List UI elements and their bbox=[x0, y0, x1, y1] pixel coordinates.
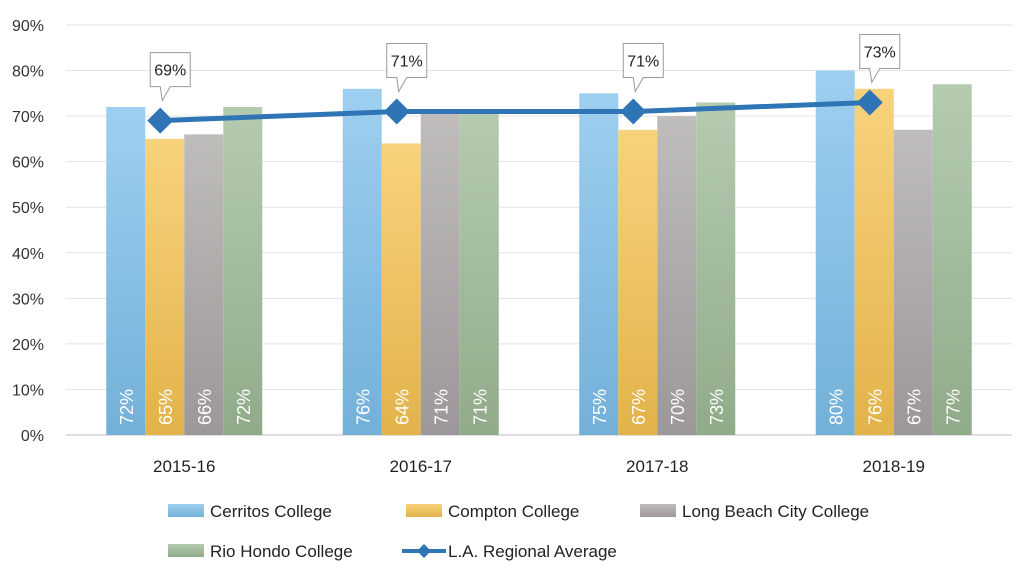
bar-compton-college-2018-19 bbox=[854, 88, 894, 436]
legend-label: Long Beach City College bbox=[682, 502, 869, 521]
x-axis-ticks: 2015-16 2016-17 2017-18 2018-19 bbox=[153, 457, 925, 476]
regional-average-callout-label: 71% bbox=[391, 54, 423, 71]
regional-average-callouts: 69% 71% 71% 73% bbox=[149, 33, 901, 103]
y-tick-label: 80% bbox=[12, 64, 44, 81]
bar-value-label: 76% bbox=[865, 389, 885, 425]
bar-value-label: 73% bbox=[707, 389, 727, 425]
bar-value-labels: 72% 65% 66% 72% 76% 64% 71% 71% 75% 67% 70% 73% 80% 7… bbox=[117, 389, 964, 425]
bar-value-label: 72% bbox=[117, 389, 137, 425]
bar-long-beach-city-college-2015-16 bbox=[184, 134, 224, 436]
bar-long-beach-city-college-2017-18 bbox=[657, 116, 697, 435]
regional-average-callout-label: 71% bbox=[627, 54, 659, 71]
bar-value-label: 75% bbox=[590, 389, 610, 425]
legend-label: Rio Hondo College bbox=[210, 542, 353, 561]
regional-average-marker bbox=[620, 98, 647, 125]
bar-compton-college-2015-16 bbox=[145, 138, 185, 435]
y-tick-label: 30% bbox=[12, 291, 44, 308]
y-tick-label: 60% bbox=[12, 155, 44, 172]
legend-label: L.A. Regional Average bbox=[448, 542, 617, 561]
x-tick-label: 2017-18 bbox=[626, 457, 688, 476]
bar-cerritos-college-2015-16 bbox=[106, 107, 146, 435]
bar-cerritos-college-2016-17 bbox=[342, 88, 382, 436]
legend-item-rio-hondo-college: Rio Hondo College bbox=[168, 542, 353, 561]
bar-value-label: 77% bbox=[943, 389, 963, 425]
y-tick-label: 40% bbox=[12, 246, 44, 263]
y-tick-label: 70% bbox=[12, 109, 44, 126]
legend: Cerritos College Compton College Long Beac… bbox=[168, 502, 869, 561]
y-tick-label: 10% bbox=[12, 382, 44, 399]
x-tick-label: 2015-16 bbox=[153, 457, 215, 476]
legend-item-cerritos-college: Cerritos College bbox=[168, 502, 332, 521]
bar-cerritos-college-2018-19 bbox=[815, 70, 855, 436]
regional-average-line bbox=[147, 89, 883, 134]
regional-average-line-path bbox=[160, 99, 870, 124]
bar-value-label: 66% bbox=[195, 389, 215, 425]
regional-average-marker bbox=[856, 89, 883, 116]
y-tick-label: 20% bbox=[12, 337, 44, 354]
bar-long-beach-city-college-2016-17 bbox=[420, 111, 460, 436]
legend-label: Cerritos College bbox=[210, 502, 332, 521]
legend-swatch bbox=[406, 504, 442, 517]
bar-compton-college-2017-18 bbox=[618, 129, 658, 435]
bar-rio-hondo-college-2018-19 bbox=[932, 84, 972, 435]
x-tick-label: 2016-17 bbox=[390, 457, 452, 476]
bar-value-label: 64% bbox=[392, 389, 412, 425]
regional-average-callout bbox=[386, 43, 428, 94]
bar-rio-hondo-college-2015-16 bbox=[223, 107, 263, 435]
y-axis-ticks: 0% 10% 20% 30% 40% 50% 60% 70% 80% 90% bbox=[12, 18, 44, 445]
legend-item-long-beach-city-college: Long Beach City College bbox=[640, 502, 869, 521]
x-tick-label: 2018-19 bbox=[863, 457, 925, 476]
legend-swatch bbox=[168, 544, 204, 557]
y-tick-label: 0% bbox=[21, 428, 44, 445]
regional-average-callout bbox=[622, 43, 664, 94]
regional-average-callout-label: 69% bbox=[154, 63, 186, 80]
bar-value-label: 67% bbox=[629, 389, 649, 425]
bar-rio-hondo-college-2017-18 bbox=[696, 102, 736, 435]
y-tick-label: 90% bbox=[12, 18, 44, 35]
bar-value-label: 80% bbox=[826, 389, 846, 425]
bar-value-label: 76% bbox=[353, 389, 373, 425]
legend-item-compton-college: Compton College bbox=[406, 502, 579, 521]
bar-compton-college-2016-17 bbox=[381, 143, 421, 435]
regional-average-marker bbox=[383, 98, 410, 125]
regional-average-callout bbox=[859, 33, 901, 84]
bar-cerritos-college-2017-18 bbox=[579, 93, 619, 435]
regional-average-marker bbox=[147, 107, 174, 134]
bar-value-label: 71% bbox=[470, 389, 490, 425]
bars bbox=[106, 70, 972, 436]
legend-swatch bbox=[640, 504, 676, 517]
bar-value-label: 71% bbox=[431, 389, 451, 425]
bar-value-label: 72% bbox=[234, 389, 254, 425]
y-tick-label: 50% bbox=[12, 200, 44, 217]
legend-swatch bbox=[402, 544, 446, 558]
bar-value-label: 70% bbox=[668, 389, 688, 425]
regional-average-callout bbox=[149, 52, 191, 103]
bar-rio-hondo-college-2016-17 bbox=[459, 111, 499, 436]
legend-item-l-a-regional-average: L.A. Regional Average bbox=[402, 542, 617, 561]
bar-value-label: 65% bbox=[156, 389, 176, 425]
legend-swatch bbox=[168, 504, 204, 517]
legend-label: Compton College bbox=[448, 502, 579, 521]
bar-value-label: 67% bbox=[904, 389, 924, 425]
bar-long-beach-city-college-2018-19 bbox=[893, 129, 933, 435]
regional-average-callout-label: 73% bbox=[864, 44, 896, 61]
